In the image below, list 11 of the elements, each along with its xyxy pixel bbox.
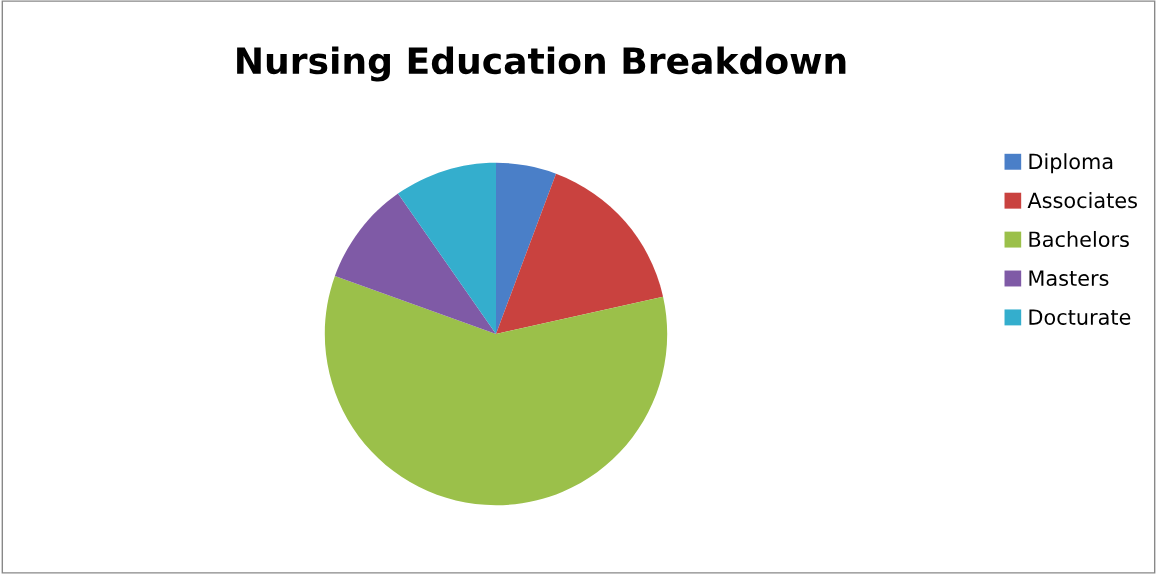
legend-label: Bachelors — [1029, 231, 1129, 248]
pie-slice — [324, 276, 668, 506]
legend-label: Diploma — [1029, 153, 1113, 174]
chart-title: Nursing Education Breakdown — [237, 46, 846, 82]
pie-slice — [334, 193, 496, 334]
legend-label: Docturate — [1029, 309, 1131, 325]
legend-label: Masters — [1029, 270, 1109, 287]
pie-slice — [398, 162, 496, 334]
pie-slice — [496, 173, 664, 334]
legend-label: Associates — [1027, 192, 1137, 209]
pie-slice — [496, 162, 557, 334]
